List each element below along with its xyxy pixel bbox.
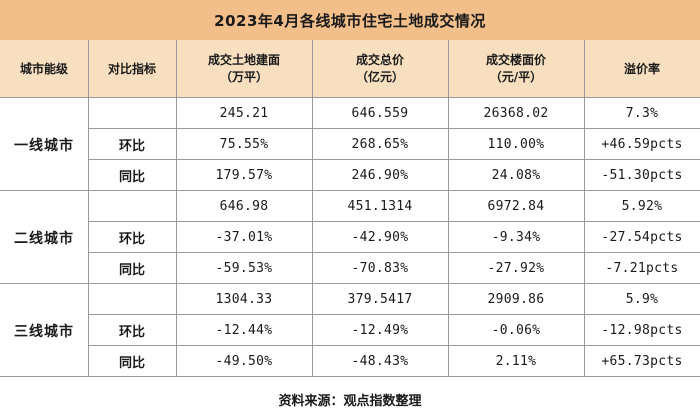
cell-total: -42.90% xyxy=(351,230,409,245)
header-floor-price-unit: （元/平） xyxy=(489,70,543,84)
table-title: 2023年4月各线城市住宅土地成交情况 xyxy=(0,0,700,40)
cell-premium: -51.30pcts xyxy=(601,168,683,183)
cell-premium: +46.59pcts xyxy=(601,137,683,152)
metric-label: 同比 xyxy=(118,263,145,278)
metric-label: 环比 xyxy=(118,325,145,340)
header-total: 成交总价 （亿元） xyxy=(312,40,448,98)
header-metric-label: 对比指标 xyxy=(107,61,156,76)
cell-area: -12.44% xyxy=(215,323,273,338)
cell-total: -48.43% xyxy=(351,354,409,369)
column-divider xyxy=(448,40,449,377)
header-floor-price: 成交楼面价 （元/平） xyxy=(448,40,584,98)
cell-area: -49.50% xyxy=(215,354,273,369)
row-divider xyxy=(0,376,700,377)
cell-total: -70.83% xyxy=(351,261,409,276)
header-area: 成交土地建面 （万平） xyxy=(176,40,312,98)
cell-area: 75.55% xyxy=(219,137,269,152)
cell-floor-price: 110.00% xyxy=(487,137,545,152)
cell-area: -37.01% xyxy=(215,230,273,245)
header-area-unit: （万平） xyxy=(219,70,268,84)
cell-total: 268.65% xyxy=(351,137,409,152)
cell-premium: -12.98pcts xyxy=(601,323,683,338)
cell-premium: 5.9% xyxy=(625,292,659,307)
row-divider xyxy=(88,252,700,253)
cell-total: 646.559 xyxy=(351,106,409,121)
row-divider xyxy=(88,221,700,222)
header-area-label: 成交土地建面 xyxy=(207,53,280,67)
tier-label: 一线城市 xyxy=(14,137,74,154)
tier-label: 二线城市 xyxy=(14,230,74,247)
cell-floor-price: -0.06% xyxy=(491,323,541,338)
header-premium-label: 溢价率 xyxy=(623,61,660,76)
metric-label: 同比 xyxy=(118,170,145,185)
header-tier: 城市能级 xyxy=(0,40,88,98)
cell-floor-price: -27.92% xyxy=(487,261,545,276)
row-divider xyxy=(0,190,700,191)
cell-total: 246.90% xyxy=(351,168,409,183)
cell-area: -59.53% xyxy=(215,261,273,276)
cell-floor-price: 2.11% xyxy=(495,354,537,369)
cell-total: -12.49% xyxy=(351,323,409,338)
cell-floor-price: 2909.86 xyxy=(487,292,545,307)
column-divider xyxy=(88,40,89,377)
table-header: 城市能级 对比指标 成交土地建面 （万平） 成交总价 （亿元） 成交楼面价 （元… xyxy=(0,40,700,98)
metric-label xyxy=(88,284,176,315)
header-divider xyxy=(0,97,700,98)
row-divider xyxy=(88,345,700,346)
cell-area: 179.57% xyxy=(215,168,273,183)
cell-area: 646.98 xyxy=(219,199,269,214)
header-total-unit: （亿元） xyxy=(355,70,404,84)
tier-label: 三线城市 xyxy=(14,323,74,340)
cell-floor-price: 6972.84 xyxy=(487,199,545,214)
cell-area: 1304.33 xyxy=(215,292,273,307)
header-total-label: 成交总价 xyxy=(355,53,404,67)
column-divider xyxy=(584,40,585,377)
cell-premium: +65.73pcts xyxy=(601,354,683,369)
cell-total: 451.1314 xyxy=(347,199,413,214)
row-divider xyxy=(88,314,700,315)
header-premium: 溢价率 xyxy=(584,40,700,98)
header-tier-label: 城市能级 xyxy=(19,61,68,76)
metric-label: 环比 xyxy=(118,232,145,247)
metric-label xyxy=(88,98,176,129)
cell-floor-price: 24.08% xyxy=(491,168,541,183)
cell-premium: 7.3% xyxy=(625,106,659,121)
cell-premium: -7.21pcts xyxy=(605,261,679,276)
cell-floor-price: -9.34% xyxy=(491,230,541,245)
metric-label xyxy=(88,191,176,222)
metric-label: 同比 xyxy=(118,356,145,371)
cell-total: 379.5417 xyxy=(347,292,413,307)
cell-area: 245.21 xyxy=(219,106,269,121)
header-metric: 对比指标 xyxy=(88,40,176,98)
row-divider xyxy=(0,283,700,284)
column-divider xyxy=(176,40,177,377)
source-note: 资料来源：观点指数整理 xyxy=(278,393,422,409)
cell-floor-price: 26368.02 xyxy=(483,106,549,121)
row-divider xyxy=(88,128,700,129)
header-floor-price-label: 成交楼面价 xyxy=(485,53,546,67)
metric-label: 环比 xyxy=(118,139,145,154)
row-divider xyxy=(88,159,700,160)
column-divider xyxy=(312,40,313,377)
cell-premium: -27.54pcts xyxy=(601,230,683,245)
cell-premium: 5.92% xyxy=(621,199,663,214)
